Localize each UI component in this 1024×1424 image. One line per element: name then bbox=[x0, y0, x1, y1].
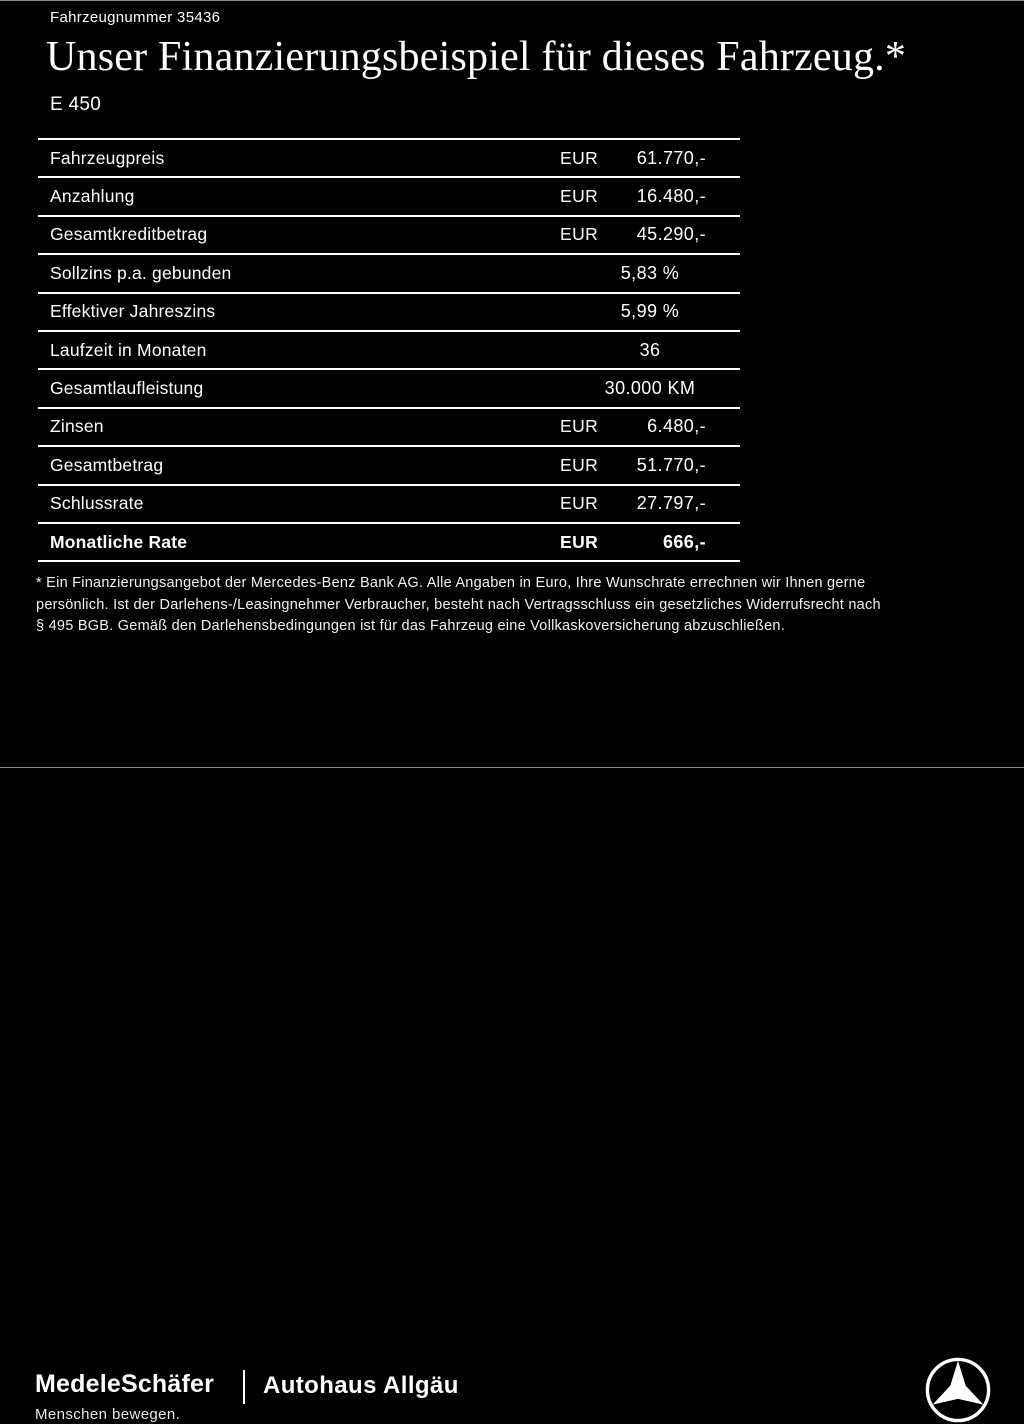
row-amount: EUR 6.480,- bbox=[560, 416, 740, 437]
table-row: Zinsen EUR 6.480,- bbox=[38, 409, 740, 448]
row-value: 5,83 % bbox=[620, 262, 680, 283]
row-currency: EUR bbox=[560, 224, 599, 245]
row-value: 30.000 KM bbox=[604, 378, 696, 399]
row-currency: EUR bbox=[560, 147, 599, 168]
row-value: 16.480,- bbox=[636, 186, 706, 207]
row-amount: EUR 16.480,- bbox=[560, 186, 740, 207]
footnote-line: * Ein Finanzierungsangebot der Mercedes-… bbox=[36, 575, 866, 591]
row-value: 666,- bbox=[662, 531, 706, 552]
dealer-tagline: Menschen bewegen. bbox=[35, 1406, 181, 1423]
mercedes-benz-star-icon bbox=[925, 1357, 991, 1423]
table-row: Fahrzeugpreis EUR 61.770,- bbox=[38, 140, 740, 179]
row-label: Sollzins p.a. gebunden bbox=[50, 262, 232, 283]
table-row-monthly-rate: Monatliche Rate EUR 666,- bbox=[38, 524, 740, 563]
footer: MedeleSchäfer Menschen bewegen. Autohaus… bbox=[0, 678, 1024, 1423]
row-value: 51.770,- bbox=[636, 454, 706, 475]
row-label: Zinsen bbox=[50, 416, 104, 437]
medele-schaefer-logo: MedeleSchäfer bbox=[35, 1370, 215, 1398]
row-amount: EUR 27.797,- bbox=[560, 493, 740, 514]
row-value: 36 bbox=[639, 339, 661, 360]
row-currency: EUR bbox=[560, 454, 599, 475]
table-row: Effektiver Jahreszins 5,99 % bbox=[38, 294, 740, 332]
row-label: Effektiver Jahreszins bbox=[50, 301, 216, 322]
row-amount: 5,99 % bbox=[560, 301, 740, 322]
row-amount: EUR 61.770,- bbox=[560, 148, 740, 169]
row-amount: EUR 666,- bbox=[560, 532, 740, 553]
table-row: Schlussrate EUR 27.797,- bbox=[38, 486, 740, 524]
table-row: Gesamtbetrag EUR 51.770,- bbox=[38, 447, 740, 486]
row-value: 5,99 % bbox=[620, 301, 680, 322]
table-row: Laufzeit in Monaten 36 bbox=[38, 332, 740, 371]
row-currency: EUR bbox=[560, 416, 599, 437]
row-amount: EUR 51.770,- bbox=[560, 455, 740, 476]
row-value: 6.480,- bbox=[647, 416, 706, 437]
row-amount: EUR 45.290,- bbox=[560, 224, 740, 245]
row-currency: EUR bbox=[560, 531, 599, 552]
row-label: Gesamtlaufleistung bbox=[50, 378, 204, 399]
footnote-line: § 495 BGB. Gemäß den Darlehensbedingunge… bbox=[36, 618, 786, 634]
row-label: Schlussrate bbox=[50, 493, 144, 514]
footnote-line: persönlich. Ist der Darlehens-/Leasingne… bbox=[36, 596, 881, 613]
row-amount: 30.000 KM bbox=[560, 378, 740, 399]
row-label: Gesamtkreditbetrag bbox=[50, 224, 208, 245]
vehicle-number: Fahrzeugnummer 35436 bbox=[50, 9, 221, 26]
row-label: Fahrzeugpreis bbox=[50, 147, 165, 168]
row-currency: EUR bbox=[560, 493, 599, 514]
row-value: 27.797,- bbox=[636, 493, 706, 514]
row-value: 45.290,- bbox=[636, 224, 706, 245]
footnote: * Ein Finanzierungsangebot der Mercedes-… bbox=[36, 573, 881, 638]
row-label: Anzahlung bbox=[50, 186, 135, 207]
autohaus-allgaeu-logo: Autohaus Allgäu bbox=[263, 1372, 459, 1399]
row-label: Laufzeit in Monaten bbox=[50, 339, 207, 360]
row-amount: 5,83 % bbox=[560, 263, 740, 284]
logo-divider bbox=[243, 1370, 245, 1404]
row-currency: EUR bbox=[560, 186, 599, 207]
page-title: Unser Finanzierungsbeispiel für dieses F… bbox=[46, 34, 907, 80]
model-name: E 450 bbox=[50, 94, 102, 115]
row-label: Gesamtbetrag bbox=[50, 454, 164, 475]
table-row: Gesamtkreditbetrag EUR 45.290,- bbox=[38, 217, 740, 256]
row-label: Monatliche Rate bbox=[50, 531, 188, 552]
top-border bbox=[0, 0, 1024, 1]
table-row: Anzahlung EUR 16.480,- bbox=[38, 178, 740, 217]
table-row: Gesamtlaufleistung 30.000 KM bbox=[38, 370, 740, 409]
row-amount: 36 bbox=[560, 340, 740, 361]
finance-table: Fahrzeugpreis EUR 61.770,- Anzahlung EUR… bbox=[38, 138, 740, 563]
row-value: 61.770,- bbox=[636, 147, 706, 168]
table-row: Sollzins p.a. gebunden 5,83 % bbox=[38, 255, 740, 294]
